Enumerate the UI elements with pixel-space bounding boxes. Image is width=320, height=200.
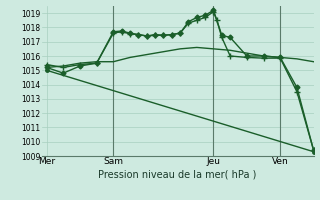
X-axis label: Pression niveau de la mer( hPa ): Pression niveau de la mer( hPa ) bbox=[99, 169, 257, 179]
